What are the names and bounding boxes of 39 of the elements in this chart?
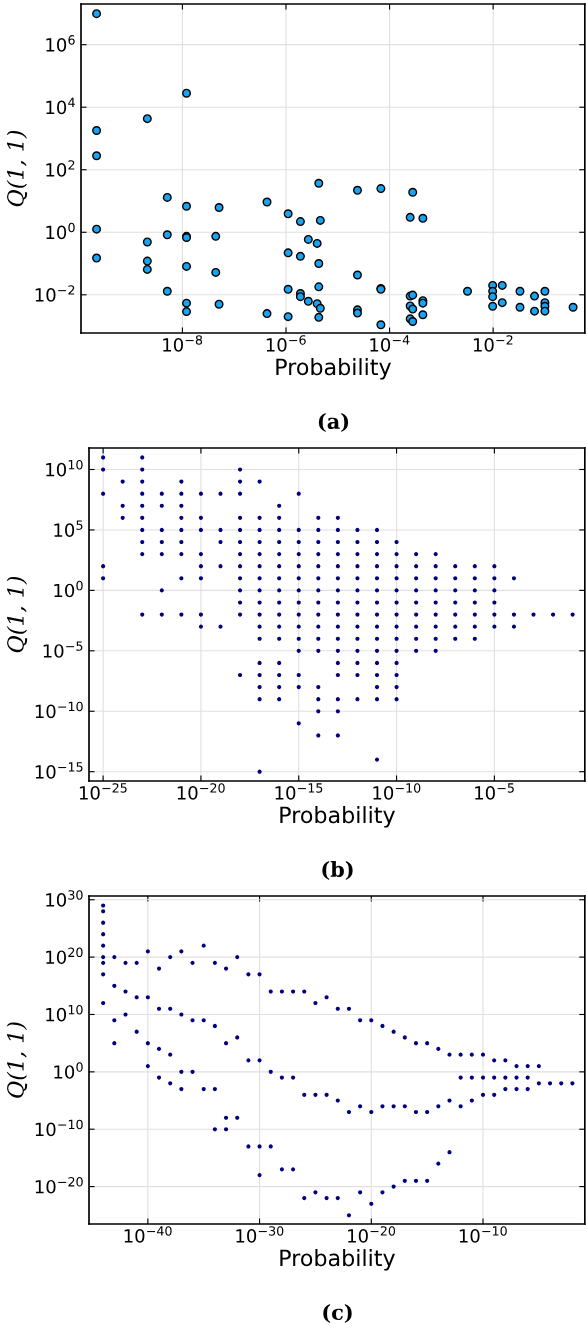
y-tick-label: 10$^{−15}$ <box>35 762 83 779</box>
y-tick-label: 10$^{−10}$ <box>35 701 83 719</box>
y-tick-label: 10$^{4}$ <box>46 97 75 115</box>
x-tick-label: 10$^{−6}$ <box>266 335 306 352</box>
y-tick-label: 10$^{0}$ <box>46 222 75 240</box>
x-tick-label: 10$^{−8}$ <box>163 335 203 352</box>
y-tick-label: 10$^{−5}$ <box>43 641 83 658</box>
x-axis-title: Probability <box>280 1249 395 1271</box>
y-tick-label: 10$^{30}$ <box>46 890 83 907</box>
y-tick-label: 10$^{0}$ <box>54 1062 83 1079</box>
x-tick-label: 10$^{−40}$ <box>124 1226 172 1243</box>
y-axis-title: Q(1, 1) <box>6 130 28 207</box>
x-tick-label: 10$^{−20}$ <box>177 783 225 800</box>
x-tick-label: 10$^{−5}$ <box>475 783 514 800</box>
y-tick-label: 10$^{10}$ <box>46 459 83 477</box>
x-tick-label: 10$^{−10}$ <box>459 1226 507 1243</box>
y-tick-label: 10$^{5}$ <box>54 520 83 537</box>
x-axis-title: Probability <box>280 806 395 828</box>
y-tick-label: 10$^{20}$ <box>46 947 83 965</box>
x-tick-label: 10$^{−15}$ <box>275 783 323 800</box>
x-tick-label: 10$^{−4}$ <box>370 335 410 352</box>
y-tick-label: 10$^{0}$ <box>54 580 83 598</box>
x-axis-title: Probability <box>276 358 391 380</box>
x-tick-label: 10$^{−25}$ <box>79 783 127 800</box>
y-tick-label: 10$^{−10}$ <box>35 1119 83 1137</box>
y-axis-title: Q(1, 1) <box>6 1022 28 1098</box>
x-tick-label: 10$^{−30}$ <box>236 1226 284 1243</box>
y-tick-label: 10$^{2}$ <box>46 160 75 177</box>
y-tick-label: 10$^{10}$ <box>46 1004 83 1022</box>
y-tick-label: 10$^{−2}$ <box>35 285 75 302</box>
y-tick-label: 10$^{6}$ <box>46 35 75 52</box>
x-tick-label: 10$^{−10}$ <box>373 783 421 800</box>
y-axis-title: Q(1, 1) <box>6 576 28 653</box>
text: (b) <box>322 860 353 880</box>
x-tick-label: 10$^{−2}$ <box>473 335 513 352</box>
x-tick-label: 10$^{−20}$ <box>348 1226 396 1243</box>
text: (c) <box>323 1303 352 1323</box>
y-tick-label: 10$^{−20}$ <box>35 1177 83 1194</box>
text: (a) <box>318 412 349 432</box>
